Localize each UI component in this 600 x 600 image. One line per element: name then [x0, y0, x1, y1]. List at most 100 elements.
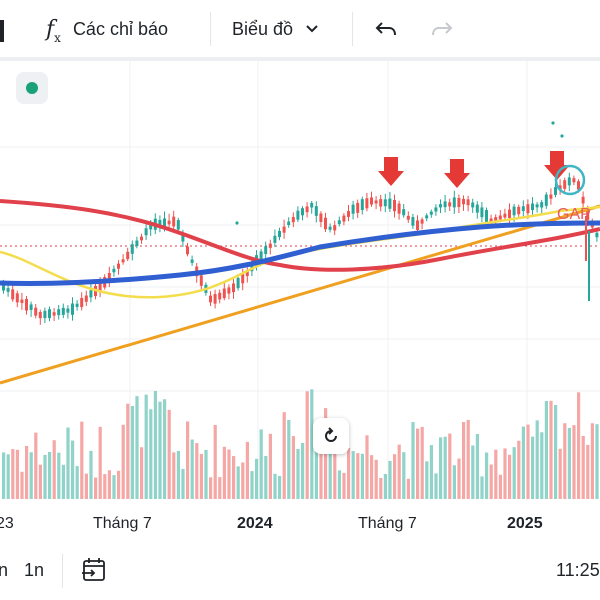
candle: [112, 268, 116, 273]
volume-bar: [43, 454, 47, 499]
candle: [434, 207, 438, 212]
candle: [163, 218, 166, 227]
candle: [558, 185, 562, 190]
highlight-circle: [554, 164, 586, 196]
candle: [107, 272, 111, 281]
chart-type-button[interactable]: Biểu đồ: [232, 0, 319, 58]
volume-bar: [379, 477, 383, 499]
candle: [6, 288, 10, 292]
candle: [581, 196, 585, 204]
candle: [250, 261, 254, 272]
volume-bar: [333, 447, 337, 499]
candle: [462, 198, 465, 205]
candle: [535, 204, 539, 208]
volume-bar: [2, 452, 6, 499]
volume-bar: [158, 401, 162, 499]
volume-bar: [190, 439, 194, 499]
candle: [540, 202, 544, 208]
volume-bar: [305, 391, 309, 499]
candle: [563, 180, 567, 189]
volume-bar: [360, 453, 364, 499]
volume-bar: [475, 433, 479, 499]
volume-bar: [149, 409, 153, 499]
redo-button[interactable]: [430, 0, 454, 58]
candle: [466, 199, 470, 206]
volume-bar: [489, 464, 493, 499]
price-chart[interactable]: GAP 23 Tháng 7 2024 Tháng 7 2025: [0, 61, 600, 538]
volume-bar: [567, 427, 571, 499]
candle: [167, 220, 171, 225]
candle: [471, 202, 475, 208]
volume-bar: [236, 466, 240, 499]
toolbar-shadow: [0, 57, 600, 61]
candle: [149, 222, 153, 230]
toolbar-divider: [210, 12, 211, 46]
signal-dot: [235, 221, 239, 225]
volume-bar: [370, 455, 374, 499]
candle: [393, 200, 396, 212]
volume-bar: [406, 478, 410, 499]
date-range-button[interactable]: [80, 540, 108, 600]
candle: [89, 290, 93, 298]
candle: [222, 288, 226, 299]
volume-bar: [66, 427, 70, 499]
x-tick-label: Tháng 7: [358, 515, 417, 532]
candle: [130, 244, 134, 254]
volume-bar: [319, 426, 323, 499]
volume-bar: [351, 451, 355, 499]
volume-bar: [38, 464, 42, 499]
candle: [374, 200, 378, 204]
candle: [452, 197, 456, 208]
candle: [531, 203, 534, 211]
candle: [209, 295, 212, 303]
candle: [75, 303, 79, 307]
candle: [333, 225, 337, 231]
candle: [236, 277, 240, 289]
reset-chart-button[interactable]: [313, 418, 349, 454]
candle: [20, 299, 24, 304]
x-tick-label: 23: [0, 515, 14, 532]
volume-bar: [232, 456, 236, 499]
candle: [517, 206, 521, 215]
volume-bar: [581, 435, 585, 499]
signal-dot: [560, 134, 564, 138]
range-button-partial[interactable]: n: [0, 540, 8, 600]
volume-bar: [485, 452, 489, 499]
volume-bar: [595, 424, 599, 499]
status-indicator-button[interactable]: [16, 72, 48, 104]
volume-bar: [273, 473, 277, 499]
ma-blue-line: [0, 220, 600, 287]
undo-button[interactable]: [374, 0, 398, 58]
volume-bar: [365, 435, 369, 499]
volume-bar: [531, 436, 535, 499]
range-1y-button[interactable]: 1n: [24, 540, 44, 600]
indicators-button[interactable]: fx Các chỉ báo: [46, 0, 168, 58]
volume-bar: [250, 471, 254, 499]
volume-bar: [508, 454, 512, 499]
candle: [544, 194, 548, 206]
candle: [135, 240, 139, 246]
candle: [71, 303, 74, 315]
candle: [282, 226, 286, 233]
volume-bar: [163, 399, 167, 499]
candle: [181, 232, 185, 242]
volume-bar: [462, 422, 466, 499]
volume-bar: [172, 452, 176, 499]
range-1y-label: 1n: [24, 559, 45, 580]
volume-bar: [429, 445, 433, 499]
volume-bar: [264, 455, 268, 499]
chart-type-label: Biểu đồ: [232, 18, 294, 39]
candle: [278, 230, 281, 238]
volume-bar: [227, 449, 231, 499]
candle: [121, 259, 125, 263]
candle: [397, 203, 401, 214]
volume-bar: [107, 470, 111, 499]
candle: [84, 295, 88, 302]
volume-bar: [255, 458, 259, 499]
volume-bar: [15, 449, 19, 499]
signal-dot: [551, 121, 555, 125]
candle: [521, 206, 525, 212]
candle: [305, 206, 309, 213]
candle: [370, 197, 373, 205]
volume-bar: [314, 447, 318, 499]
